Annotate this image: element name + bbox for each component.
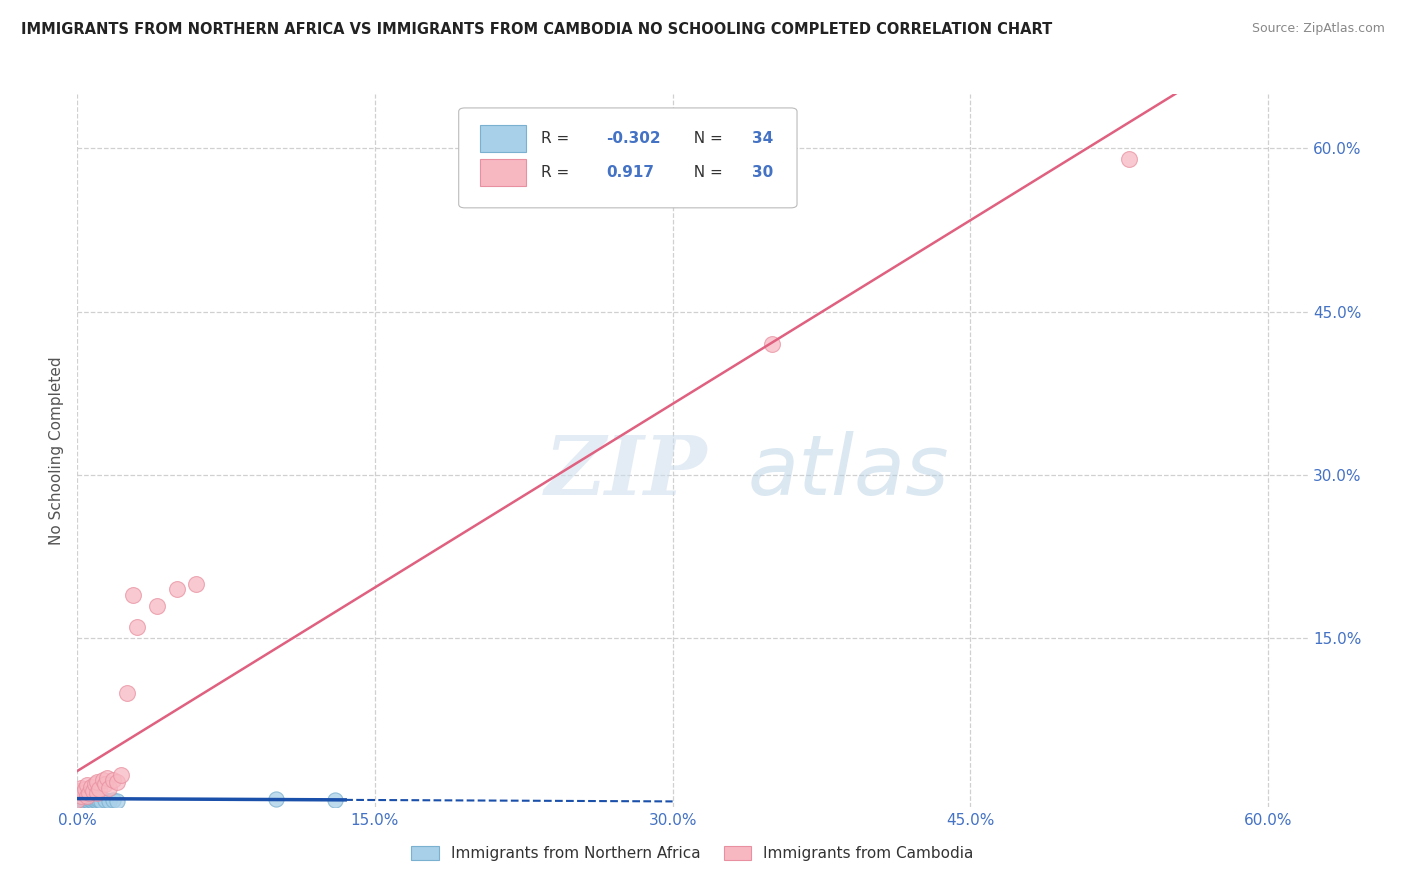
Point — [70, 789, 93, 804]
Point — [264, 791, 287, 805]
Point — [96, 771, 118, 785]
Point — [70, 780, 93, 795]
Point — [76, 789, 98, 804]
Text: -0.302: -0.302 — [606, 131, 661, 146]
Point — [76, 790, 98, 805]
Point — [76, 779, 98, 793]
Point — [67, 791, 90, 805]
Y-axis label: No Schooling Completed: No Schooling Completed — [49, 356, 65, 545]
Point — [89, 792, 111, 806]
Text: N =: N = — [683, 131, 727, 146]
Point — [72, 789, 94, 803]
Point — [86, 791, 108, 805]
Point — [66, 792, 89, 806]
Point — [77, 791, 100, 805]
Text: IMMIGRANTS FROM NORTHERN AFRICA VS IMMIGRANTS FROM CAMBODIA NO SCHOOLING COMPLET: IMMIGRANTS FROM NORTHERN AFRICA VS IMMIG… — [21, 22, 1052, 37]
Point — [70, 791, 93, 805]
Point — [115, 686, 138, 700]
Point — [105, 775, 128, 789]
Point — [86, 775, 108, 789]
Point — [105, 794, 128, 808]
Point — [761, 337, 783, 351]
Legend: Immigrants from Northern Africa, Immigrants from Cambodia: Immigrants from Northern Africa, Immigra… — [405, 839, 980, 867]
Text: 30: 30 — [752, 165, 773, 179]
FancyBboxPatch shape — [479, 125, 526, 153]
Point — [72, 792, 94, 806]
Point — [84, 777, 107, 791]
Point — [86, 786, 108, 800]
Text: 0.917: 0.917 — [606, 165, 654, 179]
Text: N =: N = — [683, 165, 727, 179]
Point — [70, 794, 93, 808]
Point — [75, 781, 97, 796]
Point — [101, 792, 124, 806]
Point — [84, 792, 107, 806]
Point — [72, 790, 94, 805]
Point — [67, 789, 90, 804]
Point — [91, 772, 114, 787]
Point — [125, 620, 148, 634]
Point — [90, 794, 112, 808]
Point — [75, 789, 97, 804]
Point — [70, 789, 93, 804]
Point — [98, 794, 121, 808]
Point — [75, 791, 97, 805]
Text: R =: R = — [541, 131, 574, 146]
Point — [75, 794, 97, 808]
Point — [67, 784, 90, 798]
Text: atlas: atlas — [748, 432, 949, 512]
Point — [101, 772, 124, 787]
Text: 34: 34 — [752, 131, 773, 146]
Point — [67, 790, 90, 805]
Point — [166, 582, 188, 597]
Point — [66, 792, 89, 806]
Point — [80, 790, 103, 805]
Point — [77, 786, 100, 800]
Text: Source: ZipAtlas.com: Source: ZipAtlas.com — [1251, 22, 1385, 36]
Point — [323, 792, 346, 806]
Point — [80, 780, 103, 794]
FancyBboxPatch shape — [458, 108, 797, 208]
Point — [82, 784, 104, 798]
FancyBboxPatch shape — [479, 159, 526, 186]
Point — [82, 791, 104, 805]
Point — [110, 767, 132, 781]
Text: ZIP: ZIP — [546, 432, 707, 512]
Point — [98, 780, 121, 795]
Point — [77, 794, 100, 808]
Point — [122, 588, 145, 602]
Point — [86, 794, 108, 808]
Text: R =: R = — [541, 165, 574, 179]
Point — [94, 792, 117, 806]
Point — [80, 792, 103, 806]
Point — [82, 794, 104, 808]
Point — [186, 577, 208, 591]
Point — [76, 792, 98, 806]
Point — [89, 781, 111, 796]
Point — [80, 789, 103, 803]
Point — [72, 786, 94, 800]
Point — [76, 789, 98, 803]
Point — [1118, 152, 1140, 166]
Point — [94, 777, 117, 791]
Point — [145, 599, 167, 613]
